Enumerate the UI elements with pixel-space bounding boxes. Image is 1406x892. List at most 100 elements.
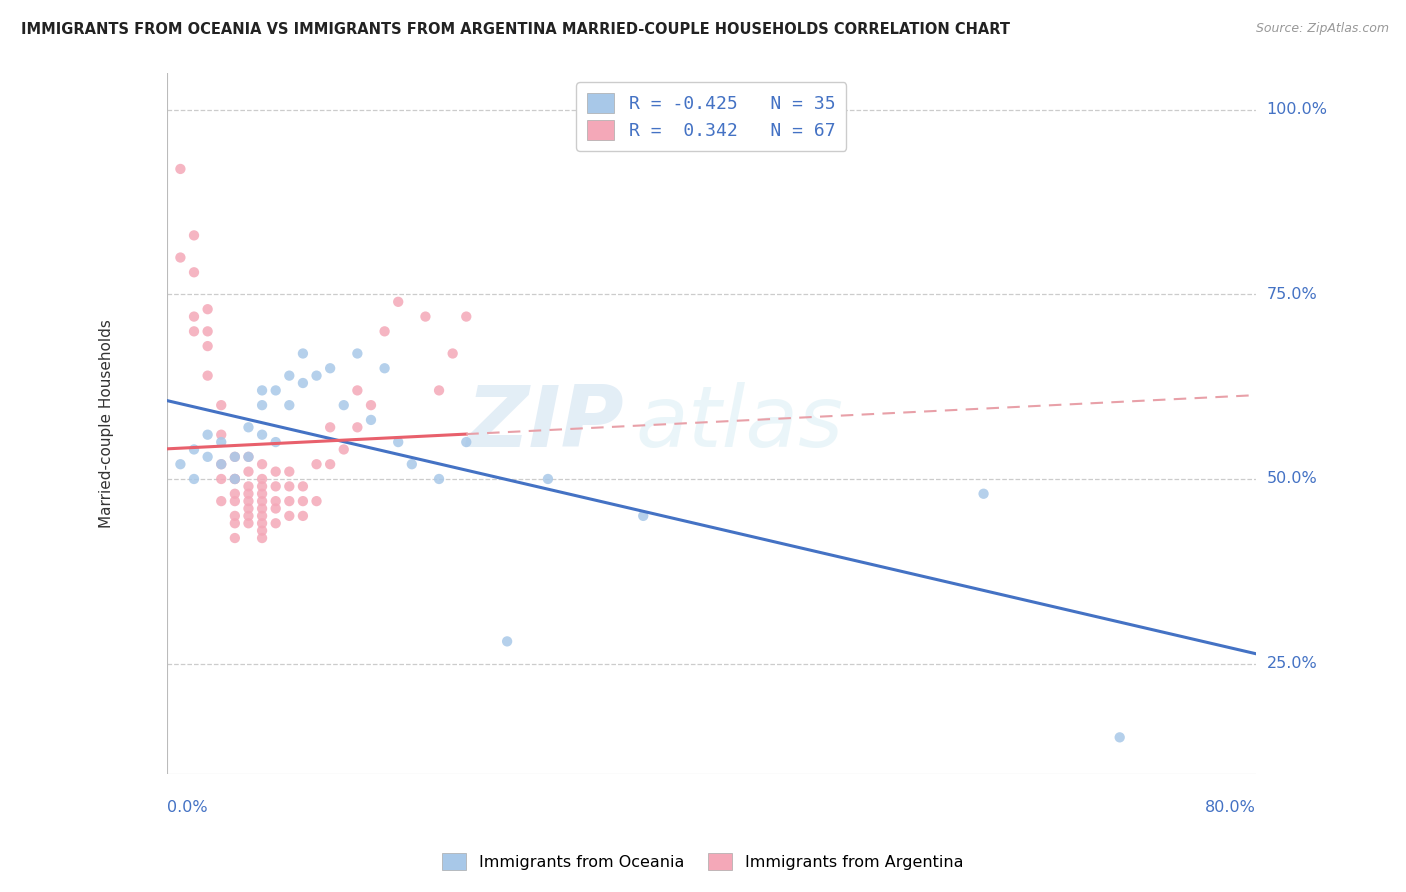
Point [291,508,314,523]
Point [250,384,273,398]
Point [278,398,301,412]
Point [374,361,396,376]
Point [209,472,232,486]
Point [209,494,232,508]
Point [209,457,232,471]
Point [183,310,205,324]
Point [224,487,246,501]
Point [183,265,205,279]
Text: ZIP: ZIP [467,382,624,465]
Point [183,228,205,243]
Point [305,457,328,471]
Point [332,398,354,412]
Point [264,494,287,508]
Point [332,442,354,457]
Point [291,376,314,390]
Point [197,339,219,353]
Text: 75.0%: 75.0% [1267,287,1317,301]
Point [197,324,219,338]
Point [537,472,560,486]
Point [360,398,382,412]
Point [238,450,260,464]
Text: IMMIGRANTS FROM OCEANIA VS IMMIGRANTS FROM ARGENTINA MARRIED-COUPLE HOUSEHOLDS C: IMMIGRANTS FROM OCEANIA VS IMMIGRANTS FR… [21,22,1010,37]
Point [169,457,191,471]
Legend: Immigrants from Oceania, Immigrants from Argentina: Immigrants from Oceania, Immigrants from… [436,847,970,877]
Point [387,435,409,450]
Point [264,435,287,450]
Point [238,487,260,501]
Point [209,398,232,412]
Point [238,450,260,464]
Point [250,457,273,471]
Text: 100.0%: 100.0% [1267,103,1327,118]
Point [238,516,260,531]
Point [250,516,273,531]
Text: 0.0%: 0.0% [167,800,208,815]
Point [250,494,273,508]
Point [250,427,273,442]
Point [250,472,273,486]
Point [319,457,342,471]
Point [197,368,219,383]
Point [401,457,423,471]
Point [278,508,301,523]
Point [209,427,232,442]
Point [319,420,342,434]
Point [319,361,342,376]
Point [238,420,260,434]
Point [456,310,478,324]
Point [209,457,232,471]
Point [250,524,273,538]
Point [224,531,246,545]
Point [278,465,301,479]
Point [209,435,232,450]
Point [264,465,287,479]
Text: 50.0%: 50.0% [1267,472,1317,486]
Point [264,384,287,398]
Point [291,479,314,493]
Point [360,413,382,427]
Point [169,251,191,265]
Point [238,508,260,523]
Point [238,465,260,479]
Point [496,634,519,648]
Point [441,346,464,360]
Point [250,508,273,523]
Point [291,346,314,360]
Point [264,516,287,531]
Point [224,516,246,531]
Point [250,531,273,545]
Point [224,472,246,486]
Point [224,508,246,523]
Point [1108,731,1130,745]
Point [278,479,301,493]
Point [278,368,301,383]
Point [973,487,995,501]
Point [250,501,273,516]
Point [305,368,328,383]
Point [374,324,396,338]
Text: 25.0%: 25.0% [1267,656,1317,671]
Point [250,398,273,412]
Point [238,494,260,508]
Point [197,427,219,442]
Point [183,472,205,486]
Text: Married-couple Households: Married-couple Households [100,319,114,528]
Point [415,310,437,324]
Point [346,346,368,360]
Point [224,472,246,486]
Point [387,294,409,309]
Point [224,450,246,464]
Point [427,472,450,486]
Point [250,479,273,493]
Point [264,479,287,493]
Point [346,384,368,398]
Point [305,494,328,508]
Point [250,487,273,501]
Point [278,494,301,508]
Point [224,494,246,508]
Legend: R = -0.425   N = 35, R =  0.342   N = 67: R = -0.425 N = 35, R = 0.342 N = 67 [576,82,846,151]
Point [238,479,260,493]
Point [197,302,219,317]
Point [291,494,314,508]
